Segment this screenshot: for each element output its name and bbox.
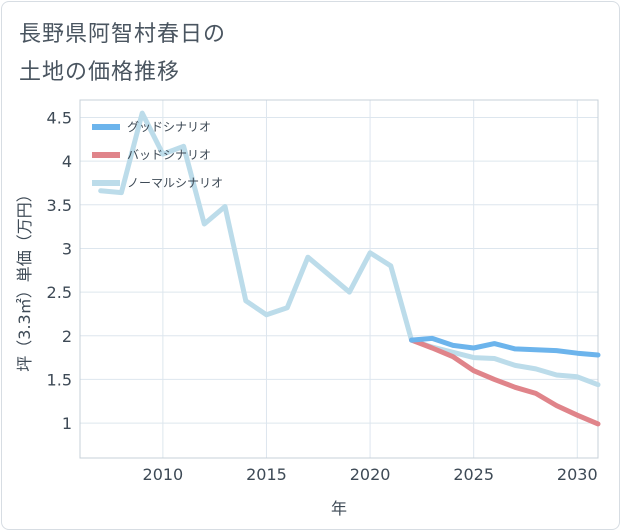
x-axis-label: 年 <box>331 499 347 518</box>
y-tick-label: 4 <box>62 152 72 171</box>
series-line-1 <box>409 337 601 427</box>
x-tick-label: 2030 <box>557 465 598 484</box>
legend-label-0: グッドシナリオ <box>127 120 211 134</box>
legend-label-1: バッドシナリオ <box>127 148 211 162</box>
x-tick-label: 2025 <box>453 465 494 484</box>
chart-title-line1: 長野県阿智村春日の <box>19 22 227 47</box>
plot-area-border <box>79 99 599 459</box>
x-tick-label: 2015 <box>246 465 287 484</box>
legend-label-2: ノーマルシナリオ <box>127 176 223 190</box>
y-tick-label: 2 <box>62 327 72 346</box>
y-tick-label: 3.5 <box>47 196 72 215</box>
x-tick-label: 2010 <box>143 465 184 484</box>
series-line-0 <box>409 335 601 358</box>
y-tick-label: 4.5 <box>47 108 72 127</box>
y-axis-label: 坪（3.3㎡）単価（万円） <box>15 186 34 371</box>
series-line-2 <box>98 110 601 388</box>
y-tick-label: 1.5 <box>47 370 72 389</box>
x-tick-label: 2020 <box>350 465 391 484</box>
y-tick-label: 2.5 <box>47 283 72 302</box>
y-tick-label: 3 <box>62 239 72 258</box>
y-tick-label: 1 <box>62 414 72 433</box>
chart-title-line2: 土地の価格推移 <box>19 60 181 85</box>
